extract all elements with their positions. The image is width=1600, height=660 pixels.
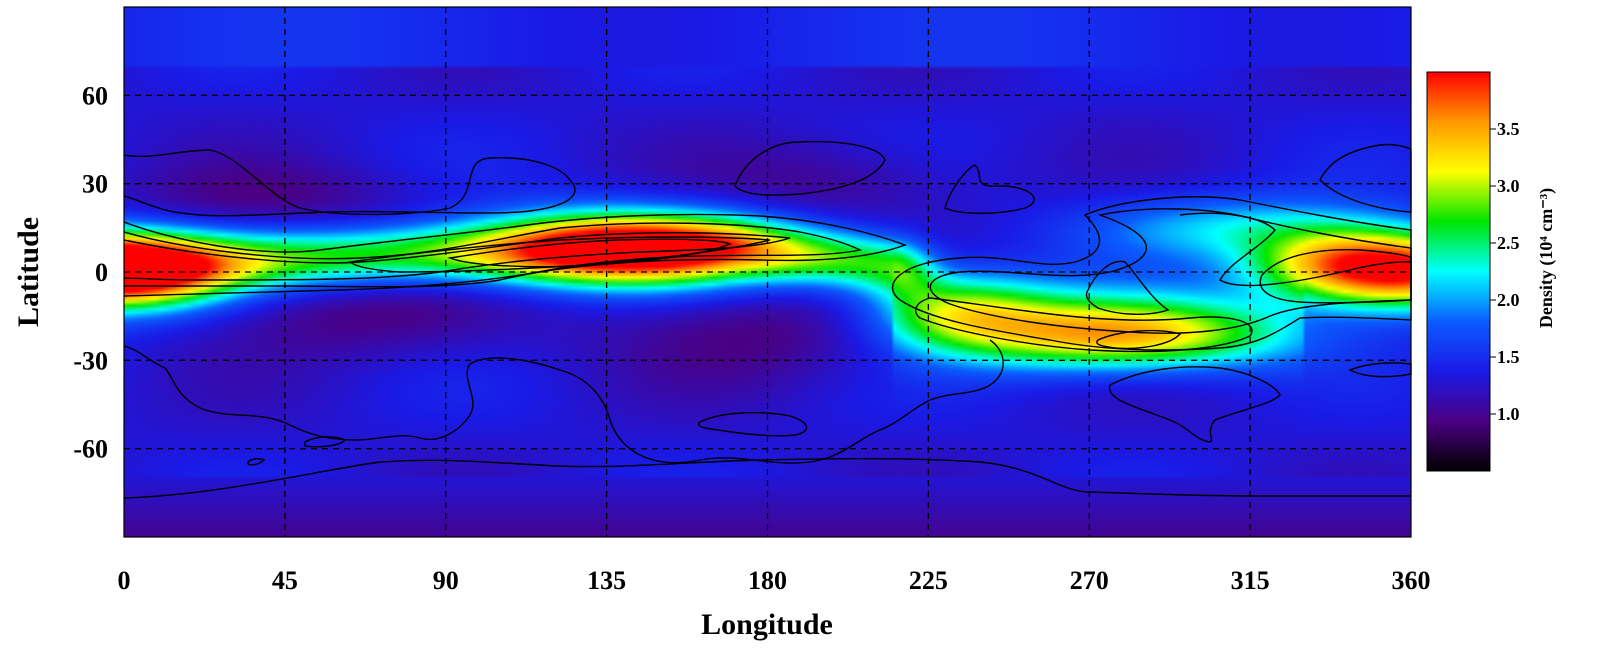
- contour-line: [304, 436, 347, 448]
- contour-line: [891, 196, 1412, 351]
- contour-line: [1085, 260, 1170, 315]
- x-tick-label: 45: [272, 566, 298, 595]
- y-tick-label: 0: [95, 258, 108, 287]
- x-tick-label: 270: [1070, 566, 1109, 595]
- y-tick-label: -60: [73, 435, 108, 464]
- colorbar-tick-label: 2.5: [1497, 233, 1520, 253]
- contour-line: [697, 411, 808, 437]
- colorbar-tick-label: 1.0: [1497, 404, 1520, 424]
- x-tick-label: 180: [748, 566, 787, 595]
- contour-line: [447, 238, 732, 268]
- contour-line: [123, 457, 1411, 499]
- contour-line: [123, 339, 1004, 464]
- y-tick-label: 30: [82, 170, 108, 199]
- x-tick-label: 315: [1231, 566, 1270, 595]
- y-tick-label: -30: [73, 346, 108, 375]
- contour-line: [1319, 143, 1412, 213]
- colorbar-tick-label: 1.5: [1497, 347, 1520, 367]
- grid-lines: [124, 7, 1411, 537]
- colorbar-ticks: 1.0 1.5 2.0 2.5 3.0 3.5: [1490, 119, 1520, 424]
- colorbar: 1.0 1.5 2.0 2.5 3.0 3.5 Density (10⁴ cm⁻³): [1426, 71, 1557, 472]
- y-tick-label: 60: [82, 81, 108, 110]
- x-tick-labels: 0 45 90 135 180 225 270 315 360: [118, 566, 1431, 595]
- contour-line: [123, 149, 576, 217]
- y-axis-title: Latitude: [12, 217, 45, 327]
- colorbar-gradient: [1426, 71, 1491, 472]
- contour-line: [1108, 366, 1281, 443]
- y-tick-labels: 60 30 0 -30 -60: [73, 81, 108, 463]
- contour-line: [734, 140, 886, 196]
- x-tick-label: 225: [909, 566, 948, 595]
- x-tick-label: 0: [118, 566, 131, 595]
- contour-lines: [123, 140, 1412, 499]
- contour-line: [914, 297, 1253, 353]
- x-axis-title: Longitude: [701, 608, 833, 641]
- colorbar-tick-label: 3.0: [1497, 176, 1520, 196]
- x-tick-label: 90: [433, 566, 459, 595]
- contour-line: [247, 457, 266, 466]
- colorbar-tick-label: 3.5: [1497, 119, 1520, 139]
- plot-frame: [123, 6, 1412, 538]
- colorbar-title: Density (10⁴ cm⁻³): [1536, 188, 1557, 328]
- contour-line: [944, 164, 1035, 214]
- x-tick-label: 360: [1392, 566, 1431, 595]
- x-tick-label: 135: [587, 566, 626, 595]
- contour-line: [123, 232, 791, 281]
- colorbar-tick-label: 2.0: [1497, 290, 1520, 310]
- contour-line: [1096, 329, 1182, 350]
